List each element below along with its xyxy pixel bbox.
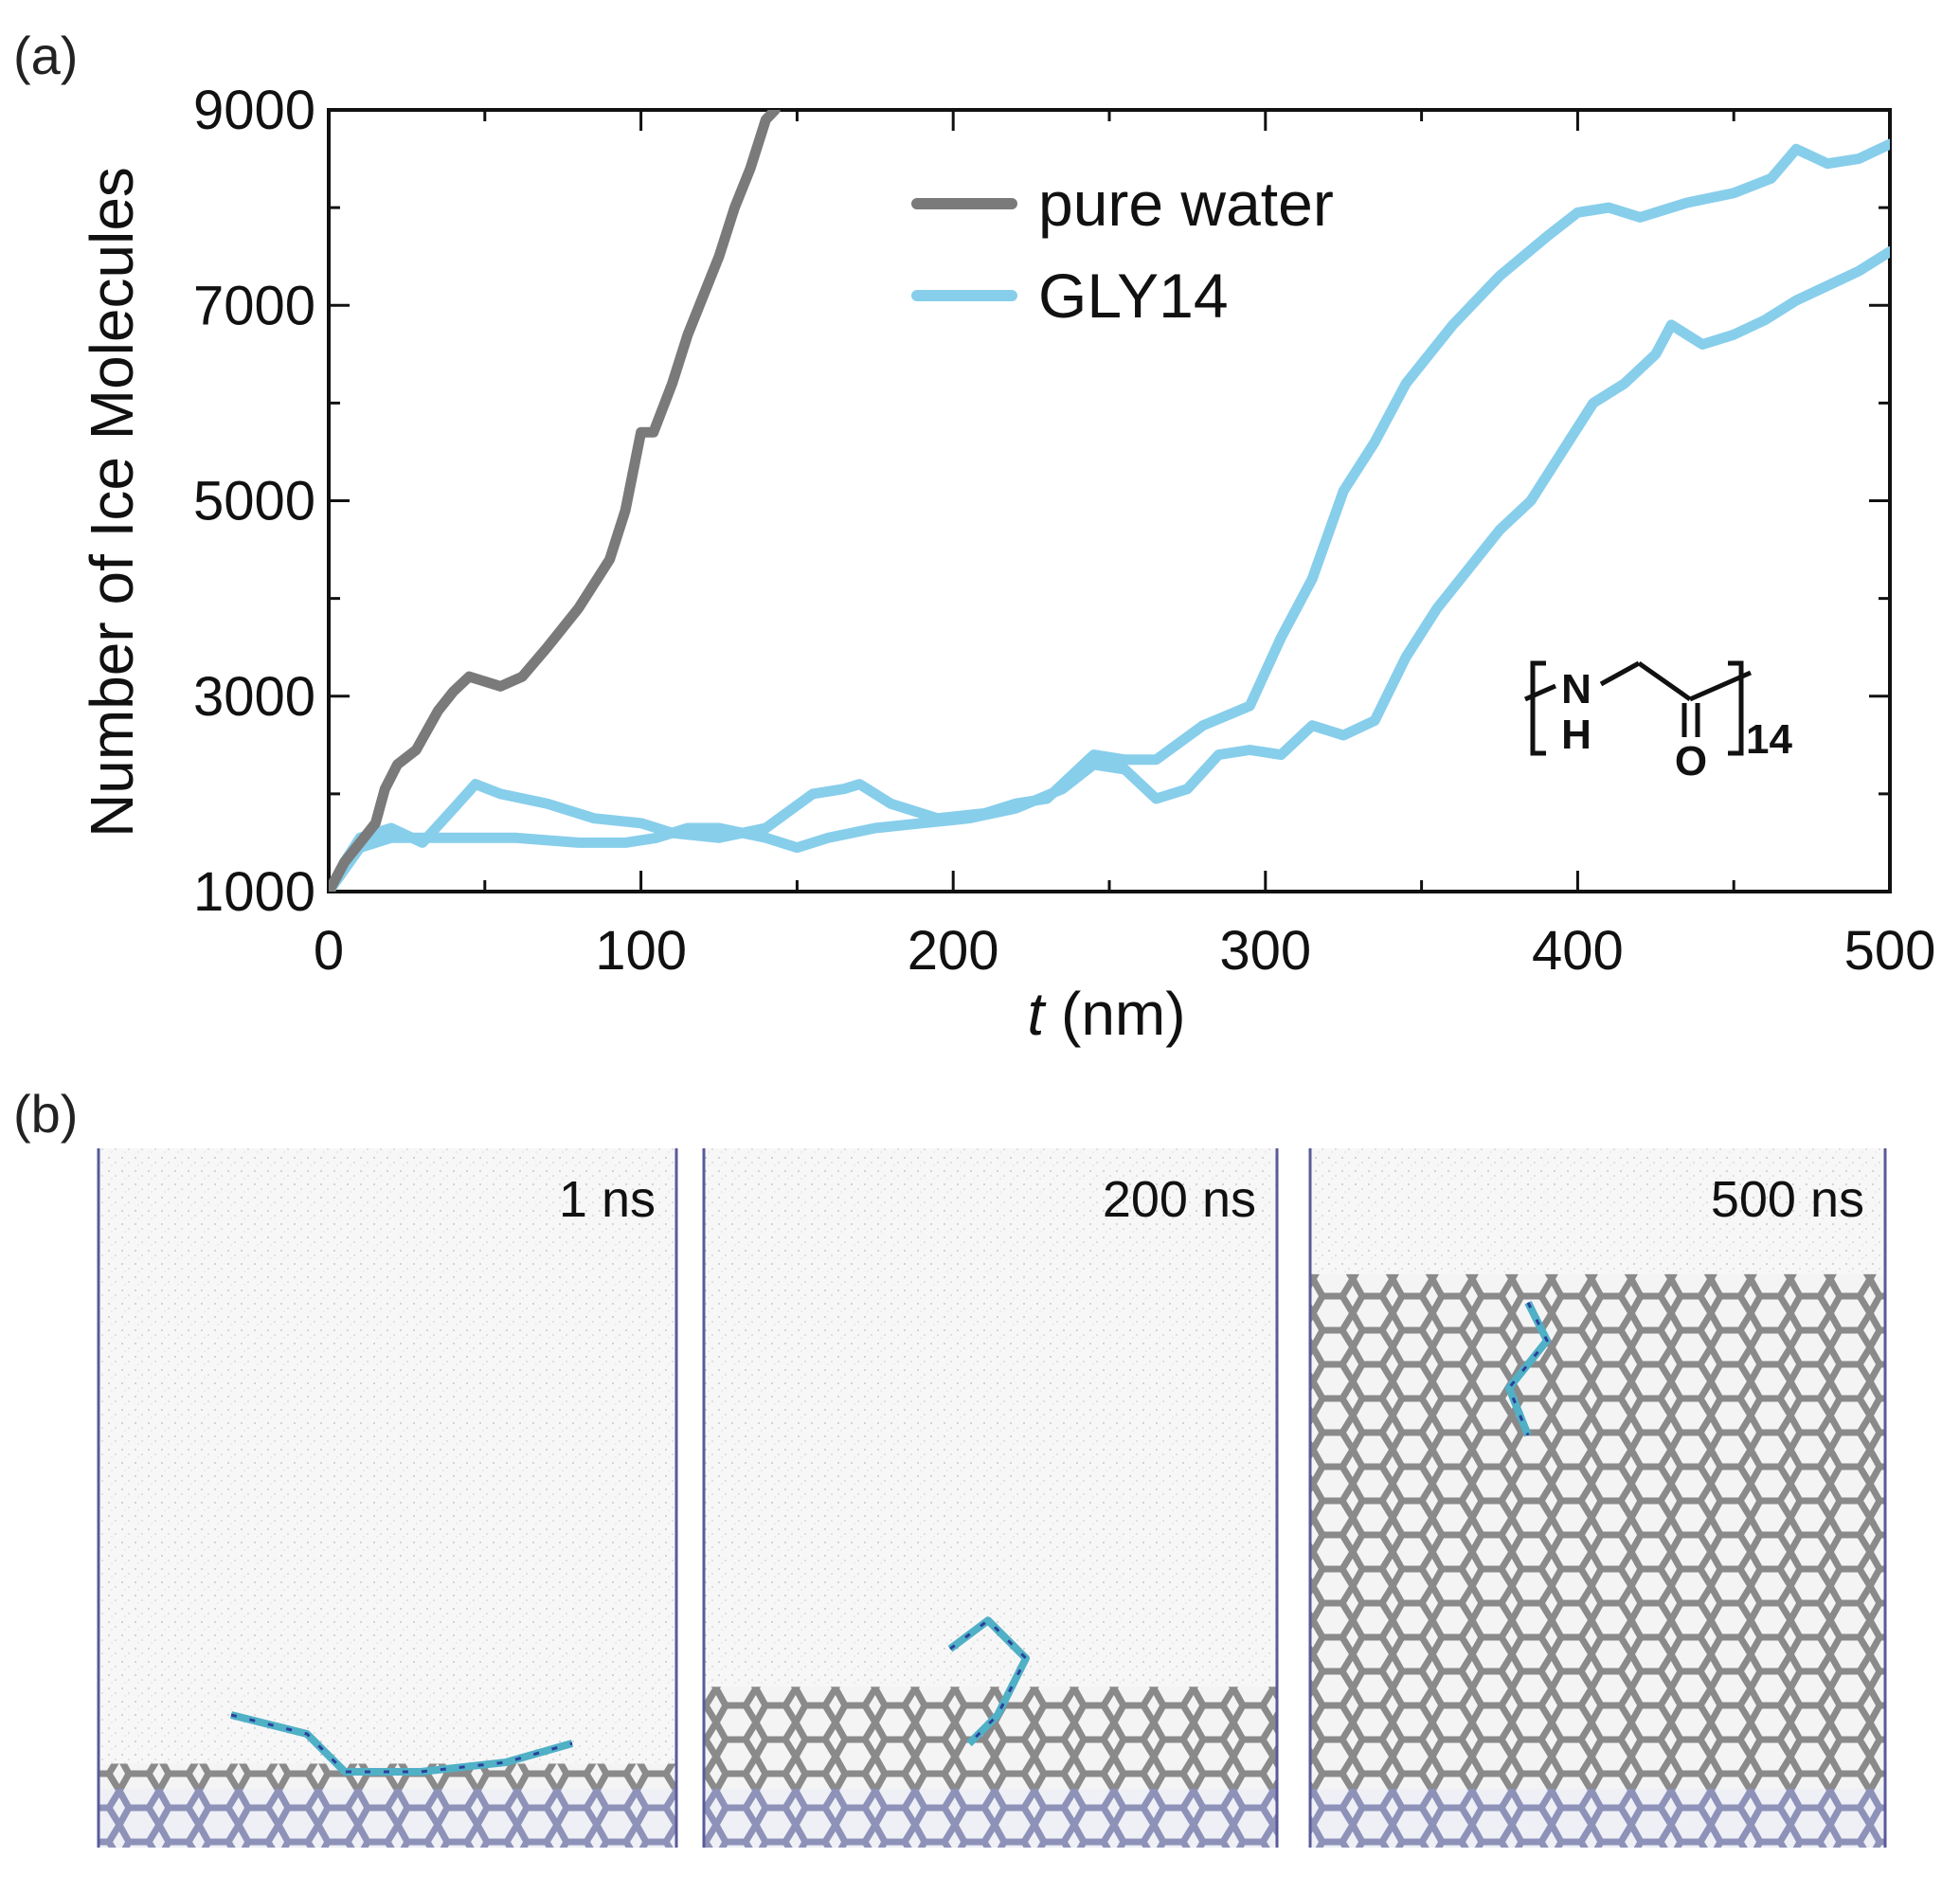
y-axis-title: Number of Ice Molecules — [78, 167, 146, 838]
x-tick-label: 200 — [908, 920, 999, 982]
bond-co-right — [1688, 670, 1753, 702]
x-ticks — [327, 110, 1892, 892]
x-tick-label: 400 — [1532, 920, 1624, 982]
ice-seed-layer — [704, 1789, 1277, 1848]
y-ticks — [329, 108, 1890, 893]
x-tick-labels: 0 100 200 300 400 500 — [314, 920, 1936, 982]
panel-a-label: (a) — [13, 26, 78, 85]
legend: pure water GLY14 — [911, 169, 1334, 331]
series-line-gly14-1 — [329, 138, 1890, 892]
x-tick-label: 0 — [314, 920, 344, 982]
atom-o: O — [1675, 738, 1707, 785]
snapshot-panel: 200 ns — [702, 1148, 1279, 1848]
atom-n: N — [1561, 666, 1591, 713]
y-tick-label: 5000 — [193, 471, 315, 532]
peptide-nitrogen-atoms — [230, 1713, 573, 1774]
x-tick-label: 100 — [595, 920, 687, 982]
x-axis-title: t (nm) — [1027, 980, 1185, 1048]
panel-b-label: (b) — [13, 1084, 78, 1144]
y-tick-label: 9000 — [193, 80, 315, 141]
x-tick-label: 300 — [1219, 920, 1311, 982]
x-tick-label: 500 — [1844, 920, 1936, 982]
peptide-nitrogen-atoms — [1507, 1302, 1549, 1436]
repeat-subscript: 14 — [1746, 716, 1792, 763]
water-region — [99, 1148, 676, 1848]
snapshot-time-label: 1 ns — [559, 1171, 656, 1228]
bracket-right — [1728, 660, 1744, 756]
series-line-gly14-2 — [329, 246, 1890, 892]
ice-seed-layer — [1310, 1789, 1885, 1848]
snapshot-time-label: 500 ns — [1711, 1171, 1864, 1228]
y-tick-label: 3000 — [193, 666, 315, 728]
ice-seed-layer — [99, 1789, 676, 1848]
ice-lattice — [99, 1763, 676, 1789]
y-tick-labels: 1000 3000 5000 7000 9000 — [193, 80, 315, 923]
snapshot-row: 1 ns 200 ns 500 ns — [97, 1148, 1887, 1848]
bond-ch2-co — [1637, 660, 1692, 702]
bond-left — [1523, 683, 1557, 702]
x-axis-title-unit: (nm) — [1061, 980, 1186, 1048]
bracket-left — [1530, 660, 1546, 756]
y-tick-label: 7000 — [193, 275, 315, 336]
atom-h: H — [1561, 712, 1591, 758]
chemical-structure — [1523, 660, 1753, 756]
ice-lattice — [704, 1687, 1277, 1789]
snapshot-panel: 500 ns — [1308, 1148, 1887, 1848]
ice-lattice — [1310, 1273, 1885, 1789]
legend-label-gly14: GLY14 — [1038, 261, 1229, 331]
series-layer — [329, 110, 1890, 892]
snapshot-panel: 1 ns — [97, 1148, 678, 1848]
y-tick-label: 1000 — [193, 861, 315, 923]
legend-label-pure-water: pure water — [1038, 169, 1334, 239]
peptide-chain — [947, 1616, 1030, 1747]
snapshot-time-label: 200 ns — [1103, 1171, 1256, 1228]
series-line-pure-water — [329, 110, 781, 892]
x-axis-title-variable: t — [1027, 980, 1046, 1048]
bond-nh-ch2 — [1599, 660, 1641, 687]
